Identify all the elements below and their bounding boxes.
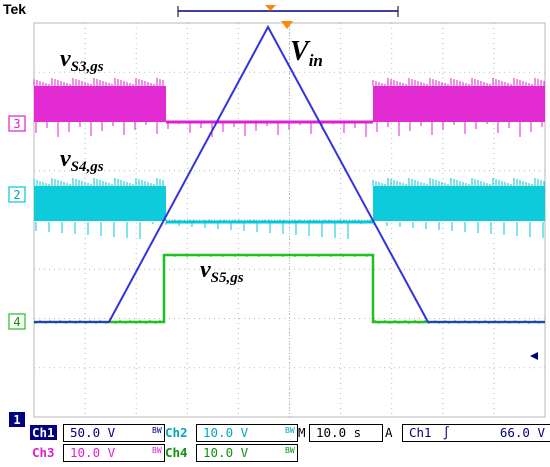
trigger-mode: A [385,425,393,440]
trigger-level: 66.0 V [499,425,545,440]
ch1-scale[interactable]: 50.0 V [63,424,165,442]
ch1-marker: 1 [9,412,25,427]
ch1-bw-icon: BW [152,426,162,435]
ch4-bw-icon: BW [285,446,295,455]
svg-text:1: 1 [13,413,20,427]
ch4-tag[interactable]: Ch4 [165,445,188,460]
svg-text:3: 3 [13,117,20,131]
ch2-bw-icon: BW [285,426,295,435]
label-vs3: vS3,gs [60,46,104,75]
trigger-readout[interactable]: Ch1 ∫ 66.0 V [402,424,550,442]
waveform-ch2 [33,178,545,239]
svg-text:4: 4 [13,315,20,329]
record-view-bracket [177,5,399,17]
trigger-position-icon [281,21,293,29]
waveform-ch1-vin [34,24,545,323]
ch3-scale[interactable]: 10.0 V [63,444,165,462]
ch2-scale[interactable]: 10.0 V [196,424,298,442]
trigger-level-icon [530,352,538,360]
svg-text:2: 2 [13,188,20,202]
label-vs4: vS4,gs [60,146,104,175]
trigger-source: Ch1 [409,425,432,440]
ch3-marker: 3 [8,115,26,132]
waveform-ch3 [33,78,545,137]
ch3-bw-icon: BW [152,446,162,455]
ch2-marker: 2 [8,186,26,203]
ch2-tag[interactable]: Ch2 [165,425,188,440]
timebase-label: M [298,425,306,440]
brand-logo: Tek [3,1,27,17]
ch4-scale[interactable]: 10.0 V [196,444,298,462]
ch1-tag[interactable]: Ch1 [30,425,57,440]
label-vs5: vS5,gs [200,257,244,286]
ch4-marker: 4 [8,313,26,330]
timebase-value[interactable]: 10.0 s [309,424,383,442]
rising-edge-icon: ∫ [442,425,450,440]
ch3-tag[interactable]: Ch3 [32,445,55,460]
status-bar: Ch1 50.0 V BW Ch2 10.0 V BW M 10.0 s A C… [30,424,550,464]
label-vin: Vin [290,36,323,70]
